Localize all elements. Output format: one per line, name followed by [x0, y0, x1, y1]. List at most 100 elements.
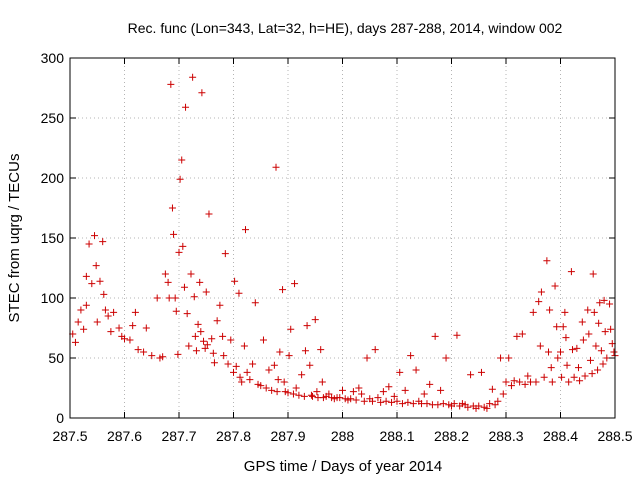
data-point — [164, 278, 172, 286]
data-point — [559, 323, 567, 331]
data-point — [192, 347, 200, 355]
data-point — [600, 296, 608, 304]
data-point — [578, 318, 586, 326]
data-point — [407, 352, 415, 360]
data-point — [246, 376, 254, 384]
data-point — [178, 156, 186, 164]
data-point — [140, 348, 148, 356]
data-point — [165, 294, 173, 302]
data-point — [262, 384, 270, 392]
data-point — [295, 391, 303, 399]
data-point — [311, 316, 319, 324]
data-point — [377, 398, 385, 406]
data-point — [540, 373, 548, 381]
data-point — [189, 73, 197, 81]
x-axis-label: GPS time / Days of year 2014 — [244, 458, 442, 475]
data-point — [126, 336, 134, 344]
data-point — [543, 257, 551, 265]
data-point — [396, 368, 404, 376]
data-point — [537, 288, 545, 296]
x-axis-tick-labels: 287.5 287.6 287.7 287.8 287.9 288 288.1 288.2 28… — [52, 428, 632, 444]
data-point — [179, 242, 187, 250]
y-tick-label: 300 — [41, 50, 65, 66]
data-point — [516, 378, 524, 386]
data-point — [548, 378, 556, 386]
y-tick-label: 250 — [41, 110, 65, 126]
data-point — [174, 350, 182, 358]
data-point — [450, 400, 458, 408]
data-point — [175, 248, 183, 256]
data-point — [592, 342, 600, 350]
data-point — [576, 377, 584, 385]
data-point — [265, 366, 273, 374]
data-point — [546, 306, 554, 314]
x-tick-label: 288.5 — [597, 428, 632, 444]
y-tick-label: 150 — [41, 230, 65, 246]
data-point — [475, 402, 483, 410]
data-point — [505, 354, 513, 362]
data-point — [182, 103, 190, 111]
data-point — [551, 282, 559, 290]
data-point — [134, 346, 142, 354]
data-point — [352, 396, 360, 404]
data-point — [180, 283, 188, 291]
data-point — [82, 301, 90, 309]
data-point — [317, 346, 325, 354]
data-point — [585, 330, 593, 338]
data-point — [488, 385, 496, 393]
data-point — [99, 238, 107, 246]
data-point — [535, 298, 543, 306]
data-point — [300, 392, 308, 400]
data-point — [398, 400, 406, 408]
data-point — [171, 294, 179, 302]
data-point — [401, 386, 409, 394]
data-point — [274, 376, 282, 384]
data-point — [412, 366, 420, 374]
data-point — [388, 398, 396, 406]
data-point — [313, 388, 321, 396]
data-point — [464, 403, 472, 411]
data-point — [597, 347, 605, 355]
data-point — [183, 310, 191, 318]
data-point — [209, 349, 217, 357]
data-point — [161, 270, 169, 278]
data-point — [558, 373, 566, 381]
data-point — [355, 384, 363, 392]
data-point — [554, 354, 562, 362]
data-point — [426, 380, 434, 388]
data-point — [599, 360, 607, 368]
data-point — [607, 325, 615, 333]
data-point — [532, 378, 540, 386]
data-point — [477, 368, 485, 376]
data-point — [309, 392, 317, 400]
data-point — [190, 293, 198, 301]
data-point — [210, 359, 218, 367]
data-point — [231, 277, 239, 285]
x-tick-label: 288.3 — [488, 428, 523, 444]
data-point — [238, 378, 246, 386]
data-point — [240, 342, 248, 350]
data-point — [524, 372, 532, 380]
data-point — [586, 356, 594, 364]
data-point — [596, 299, 604, 307]
data-point — [393, 397, 401, 405]
x-tick-label: 287.5 — [52, 428, 87, 444]
data-point — [581, 372, 589, 380]
data-point — [510, 377, 518, 385]
data-point — [205, 210, 213, 218]
data-point — [347, 395, 355, 403]
data-point — [601, 328, 609, 336]
data-point — [259, 336, 267, 344]
data-point — [216, 301, 224, 309]
data-point — [221, 250, 229, 258]
data-point — [198, 89, 206, 97]
data-point — [521, 380, 529, 388]
data-point — [518, 330, 526, 338]
data-point — [298, 371, 306, 379]
data-point — [568, 346, 576, 354]
data-point — [442, 354, 450, 362]
data-point — [562, 334, 570, 342]
data-point — [409, 400, 417, 408]
data-point — [121, 335, 128, 343]
